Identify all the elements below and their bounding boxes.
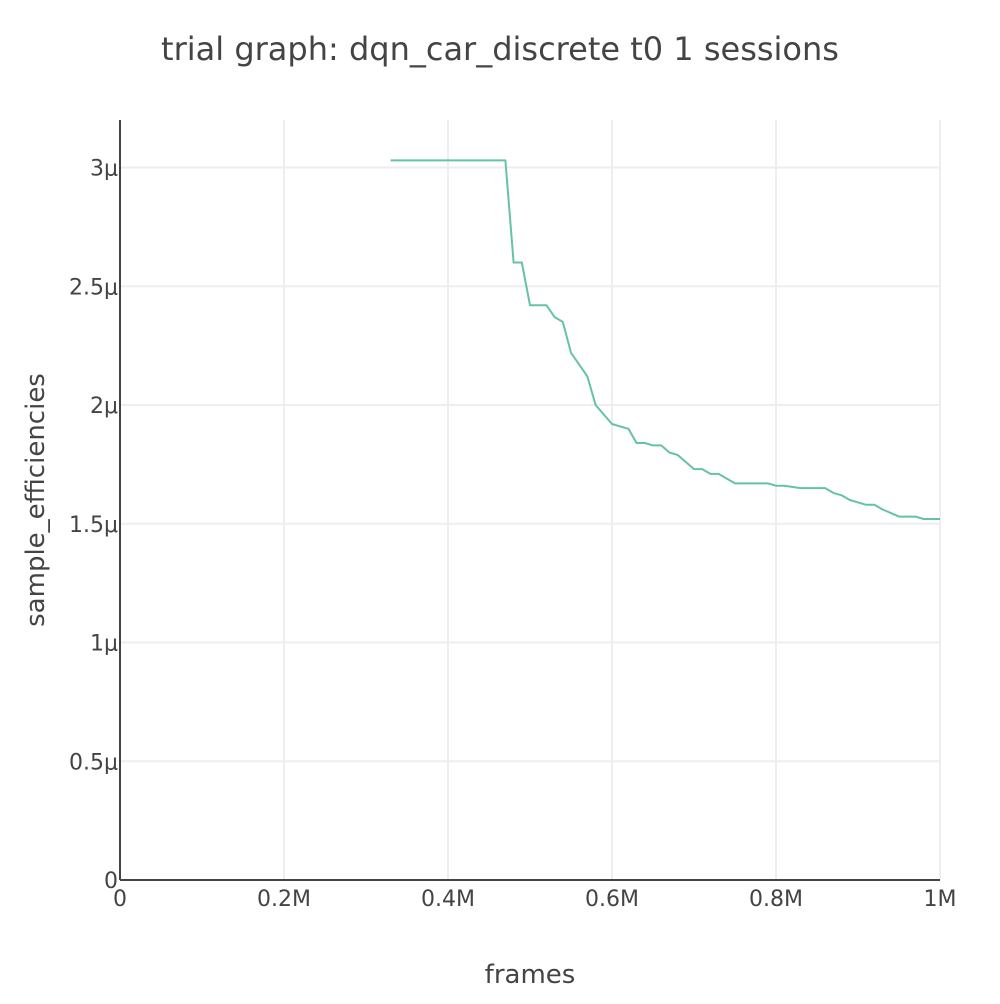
grid-lines	[120, 120, 941, 880]
x-tick-label: 0	[113, 887, 127, 912]
x-tick-label: 0.2M	[257, 887, 311, 912]
tick-labels: 0 0.2M 0.4M 0.6M 0.8M 1M 0 0.5μ 1μ 1.5μ 2μ 2.5μ 3μ	[69, 157, 956, 913]
y-axis-title: sample_efficiencies	[21, 373, 51, 627]
y-tick-label: 2.5μ	[69, 275, 118, 300]
y-tick-label: 0.5μ	[69, 750, 118, 775]
chart-title: trial graph: dqn_car_discrete t0 1 sessi…	[161, 30, 839, 68]
series-layer	[390, 159, 940, 520]
x-tick-label: 0.8M	[749, 887, 803, 912]
y-tick-label: 0	[104, 869, 118, 894]
axes	[119, 120, 940, 881]
x-tick-label: 0.4M	[421, 887, 475, 912]
series-line	[390, 159, 940, 520]
y-tick-label: 2μ	[90, 394, 118, 419]
x-tick-label: 1M	[924, 887, 957, 912]
x-axis-title: frames	[485, 960, 576, 990]
y-tick-label: 3μ	[90, 157, 118, 182]
x-tick-label: 0.6M	[585, 887, 639, 912]
y-tick-label: 1.5μ	[69, 513, 118, 538]
y-tick-label: 1μ	[90, 632, 118, 657]
